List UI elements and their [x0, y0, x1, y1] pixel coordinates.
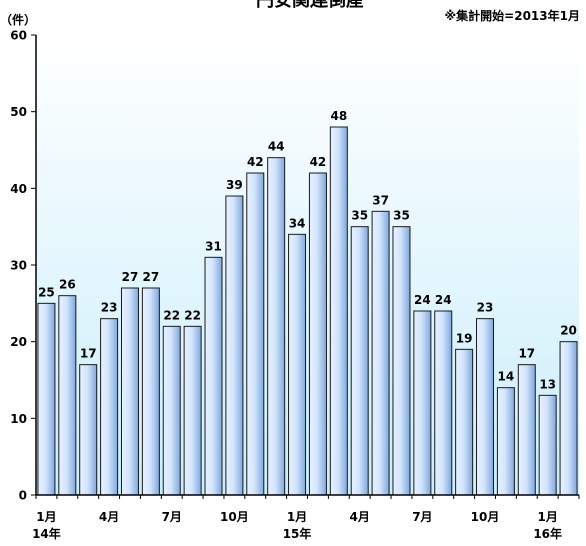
x-axis: 1月 4月 7月 10月 1月 4月 7月 10月 1月 14年 15年 16年: [32, 494, 580, 541]
bar-value-label: 17: [80, 347, 97, 361]
bar-value-label: 27: [122, 270, 139, 284]
y-tick-label: 20: [10, 335, 27, 349]
x-month-label: 1月: [537, 510, 557, 524]
bar: [183, 325, 202, 496]
bar-value-label: 22: [163, 308, 180, 322]
bar-value-label: 24: [435, 293, 452, 307]
bar: [434, 310, 453, 496]
bars: [37, 126, 578, 496]
bar-value-label: 27: [143, 270, 160, 284]
y-tick-label: 10: [10, 412, 27, 426]
bar-value-label: 26: [59, 278, 76, 292]
bar: [538, 394, 557, 496]
bar-value-label: 37: [372, 193, 389, 207]
bar-value-label: 14: [498, 370, 515, 384]
bar: [329, 126, 348, 496]
bar: [162, 325, 181, 496]
bar-value-label: 34: [289, 216, 306, 230]
bar-value-label: 19: [456, 331, 473, 345]
bar-value-label: 48: [330, 109, 347, 123]
x-month-label: 7月: [412, 510, 432, 524]
bar-value-label: 25: [38, 285, 55, 299]
y-unit-label: （件）: [0, 12, 36, 27]
bar: [37, 302, 56, 496]
bar: [392, 226, 411, 496]
bar-value-label: 42: [247, 155, 264, 169]
y-tick-label: 0: [19, 489, 27, 503]
bar: [559, 341, 578, 496]
bar-value-label: 22: [184, 308, 201, 322]
collection-note: ※集計開始=2013年1月: [445, 8, 580, 23]
chart-title: 円安関連倒産: [256, 0, 364, 11]
bar-value-label: 31: [205, 239, 222, 253]
x-month-label: 10月: [220, 510, 249, 524]
value-labels: 25 26 17 23 27 27 22 22 31 39 42 44 34 42 48 35 37 35 24 24…: [38, 109, 577, 391]
bar: [288, 233, 307, 496]
bar: [141, 287, 160, 496]
bar: [204, 256, 223, 496]
x-month-label: 4月: [350, 510, 370, 524]
bar: [371, 210, 390, 496]
bar-value-label: 13: [539, 377, 556, 391]
bar: [58, 295, 77, 496]
x-month-label: 1月: [36, 510, 56, 524]
y-tick-label: 40: [10, 182, 27, 196]
x-year-label: 15年: [283, 526, 312, 541]
bar-value-label: 39: [226, 178, 243, 192]
bar: [100, 318, 119, 496]
bar-value-label: 44: [268, 140, 285, 154]
bar: [267, 157, 286, 496]
bar-value-label: 23: [477, 301, 494, 315]
y-axis: 0 10 20 30 40 50 60: [10, 29, 37, 503]
bar-value-label: 17: [518, 347, 535, 361]
bar: [350, 226, 369, 496]
x-year-label: 16年: [533, 526, 562, 541]
bar-value-label: 23: [101, 301, 118, 315]
bar-value-label: 35: [351, 209, 368, 223]
bar: [496, 387, 515, 496]
x-month-label: 4月: [99, 510, 119, 524]
bar: [246, 172, 265, 496]
y-tick-label: 60: [10, 29, 27, 43]
bar: [225, 195, 244, 496]
bar-value-label: 42: [310, 155, 327, 169]
x-month-label: 7月: [162, 510, 182, 524]
bar: [413, 310, 432, 496]
y-tick-label: 30: [10, 259, 27, 273]
bar: [476, 318, 495, 496]
bar: [79, 364, 98, 496]
y-tick-label: 50: [10, 105, 27, 119]
bar-value-label: 24: [414, 293, 431, 307]
bar: [517, 364, 536, 496]
bar: [308, 172, 327, 496]
x-month-label: 1月: [287, 510, 307, 524]
bar-value-label: 35: [393, 209, 410, 223]
bar-value-label: 20: [560, 324, 577, 338]
x-year-label: 14年: [32, 526, 61, 541]
bar: [120, 287, 139, 496]
bar: [455, 348, 474, 496]
x-month-label: 10月: [471, 510, 500, 524]
